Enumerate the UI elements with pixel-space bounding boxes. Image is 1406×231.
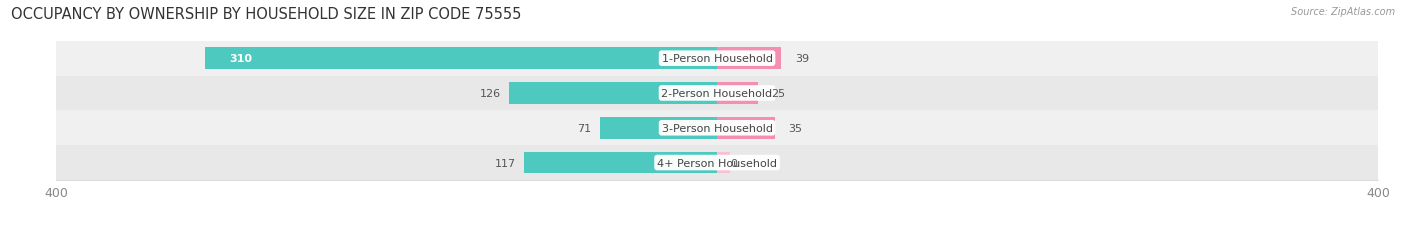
Bar [717,48,782,70]
Text: 39: 39 [794,54,808,64]
Bar [56,111,1378,146]
Text: 4+ Person Household: 4+ Person Household [657,158,778,168]
Bar [717,118,775,139]
Bar [56,146,1378,180]
Text: 1-Person Household: 1-Person Household [662,54,772,64]
Bar [56,76,1378,111]
Bar [205,48,717,70]
Text: 71: 71 [578,123,592,133]
Bar [600,118,717,139]
Text: 126: 126 [479,88,501,99]
Bar [524,152,717,174]
Text: 117: 117 [495,158,516,168]
Bar [56,42,1378,76]
Bar [717,152,730,174]
Text: 310: 310 [229,54,253,64]
Text: 2-Person Household: 2-Person Household [661,88,773,99]
Bar [717,83,758,104]
Bar [509,83,717,104]
Text: Source: ZipAtlas.com: Source: ZipAtlas.com [1291,7,1395,17]
Text: 3-Person Household: 3-Person Household [662,123,772,133]
Text: 0: 0 [730,158,737,168]
Text: OCCUPANCY BY OWNERSHIP BY HOUSEHOLD SIZE IN ZIP CODE 75555: OCCUPANCY BY OWNERSHIP BY HOUSEHOLD SIZE… [11,7,522,22]
Text: 25: 25 [772,88,786,99]
Text: 35: 35 [789,123,801,133]
